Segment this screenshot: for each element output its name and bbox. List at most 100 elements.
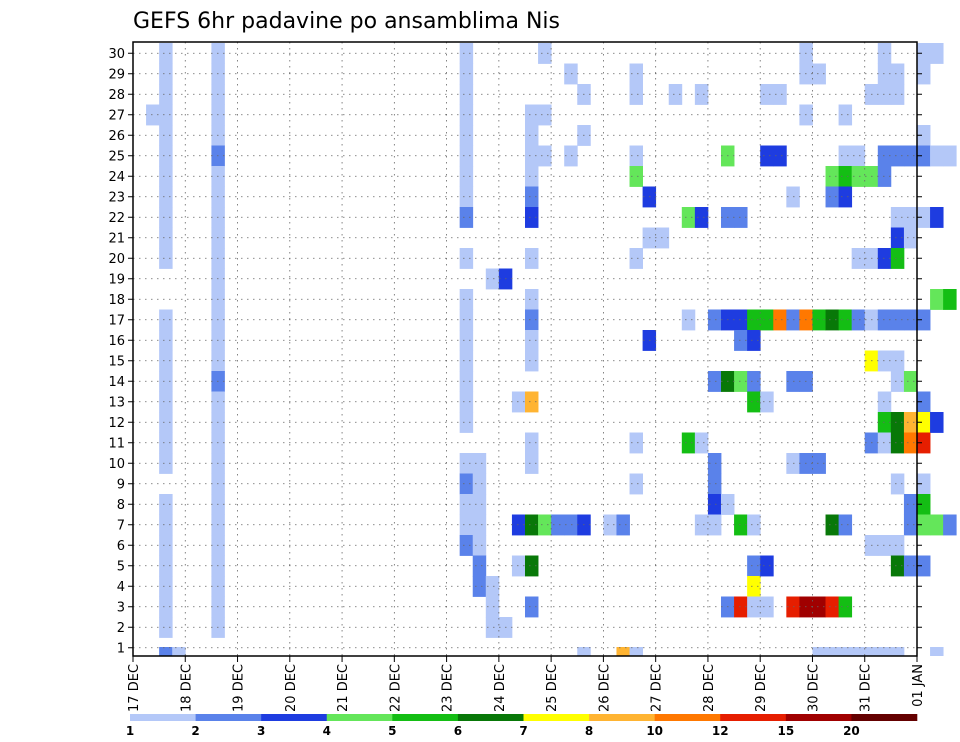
heatmap-cell [877, 391, 892, 413]
heatmap-cell [943, 145, 957, 167]
heatmap-cell [890, 84, 905, 105]
legend-label: 10 [646, 724, 663, 738]
heatmap-cell [707, 371, 722, 392]
heatmap-cell [459, 494, 474, 515]
heatmap-cell [760, 555, 774, 577]
legend-swatch [589, 714, 655, 721]
heatmap-cell [525, 145, 539, 167]
heatmap-cell [159, 555, 173, 577]
heatmap-cell [159, 494, 173, 515]
heatmap-cell [877, 63, 892, 85]
heatmap-cell [525, 596, 539, 618]
heatmap-cell [812, 647, 826, 656]
heatmap-cell [877, 535, 892, 556]
heatmap-cell [525, 330, 539, 351]
heatmap-cell [511, 514, 526, 536]
heatmap-cell [159, 432, 173, 454]
heatmap-cell [747, 309, 761, 331]
heatmap-cell [707, 514, 722, 536]
heatmap-cell [930, 43, 944, 64]
heatmap-cell [760, 309, 774, 331]
heatmap-cell [930, 145, 944, 167]
x-tick-label: 18 DEC [179, 664, 194, 712]
x-tick-label: 21 DEC [336, 664, 351, 712]
heatmap-cell [459, 63, 474, 85]
heatmap-cell [838, 104, 853, 126]
heatmap-cell [146, 104, 160, 126]
heatmap-cell [472, 514, 487, 536]
y-tick-label: 11 [108, 436, 125, 451]
heatmap-cell [838, 647, 853, 656]
heatmap-cell [851, 647, 866, 656]
y-tick-label: 2 [117, 621, 125, 636]
legend-swatch [326, 714, 393, 721]
heatmap-cell [159, 125, 173, 146]
heatmap-cell [890, 227, 905, 249]
heatmap-cell [525, 125, 539, 146]
legend-label: 1 [126, 724, 134, 738]
heatmap-cell [747, 330, 761, 351]
heatmap-cell [459, 145, 474, 167]
heatmap-cell [459, 412, 474, 433]
heatmap-cell [159, 350, 173, 372]
heatmap-cells [146, 43, 957, 656]
heatmap-cell [485, 596, 500, 618]
heatmap-cell [707, 494, 722, 515]
heatmap-cell [838, 514, 853, 536]
legend-label: 4 [323, 724, 331, 738]
heatmap-cell [773, 84, 787, 105]
heatmap-cell [159, 535, 173, 556]
heatmap-cell [629, 166, 643, 187]
color-legend: 1 2 3 4 5 6 7 8 10 12 15 20 [126, 714, 918, 738]
heatmap-cell [825, 596, 839, 618]
heatmap-cell [890, 309, 905, 331]
x-tick-label: 25 DEC [545, 664, 560, 712]
heatmap-cell [159, 596, 173, 618]
legend-label: 6 [454, 724, 462, 738]
heatmap-cell [472, 453, 487, 474]
heatmap-cell [890, 555, 905, 577]
heatmap-cell [760, 596, 774, 618]
legend-label: 15 [777, 724, 794, 738]
y-tick-label: 15 [108, 354, 125, 369]
heatmap-cell [538, 43, 552, 64]
heatmap-cell [734, 330, 748, 351]
heatmap-cell [917, 391, 931, 413]
heatmap-cell [917, 309, 931, 331]
heatmap-cell [459, 289, 474, 310]
heatmap-cell [851, 145, 866, 167]
heatmap-cell [760, 84, 774, 105]
heatmap-cell [681, 432, 696, 454]
heatmap-cell [159, 227, 173, 249]
heatmap-cell [629, 473, 643, 495]
heatmap-cell [525, 514, 539, 536]
heatmap-cell [917, 473, 931, 495]
heatmap-cell [851, 166, 866, 187]
heatmap-cell [525, 555, 539, 577]
heatmap-cell [917, 494, 931, 515]
heatmap-cell [917, 207, 931, 228]
heatmap-cell [459, 350, 474, 372]
heatmap-cell [825, 166, 839, 187]
heatmap-cell [825, 186, 839, 208]
heatmap-cell [707, 453, 722, 474]
heatmap-cell [525, 104, 539, 126]
heatmap-cell [159, 371, 173, 392]
heatmap-cell [159, 63, 173, 85]
heatmap-cell [747, 596, 761, 618]
heatmap-cell [681, 207, 696, 228]
heatmap-cell [694, 514, 709, 536]
x-tick-label: 22 DEC [388, 664, 403, 712]
heatmap-cell [930, 412, 944, 433]
heatmap-cell [917, 63, 931, 85]
heatmap-cell [707, 473, 722, 495]
heatmap-cell [459, 309, 474, 331]
heatmap-cell [747, 576, 761, 597]
heatmap-cell [838, 186, 853, 208]
heatmap-cell [485, 268, 500, 290]
legend-swatch [392, 714, 459, 721]
heatmap-cell [877, 84, 892, 105]
legend-swatch [654, 714, 721, 721]
heatmap-cell [525, 350, 539, 372]
